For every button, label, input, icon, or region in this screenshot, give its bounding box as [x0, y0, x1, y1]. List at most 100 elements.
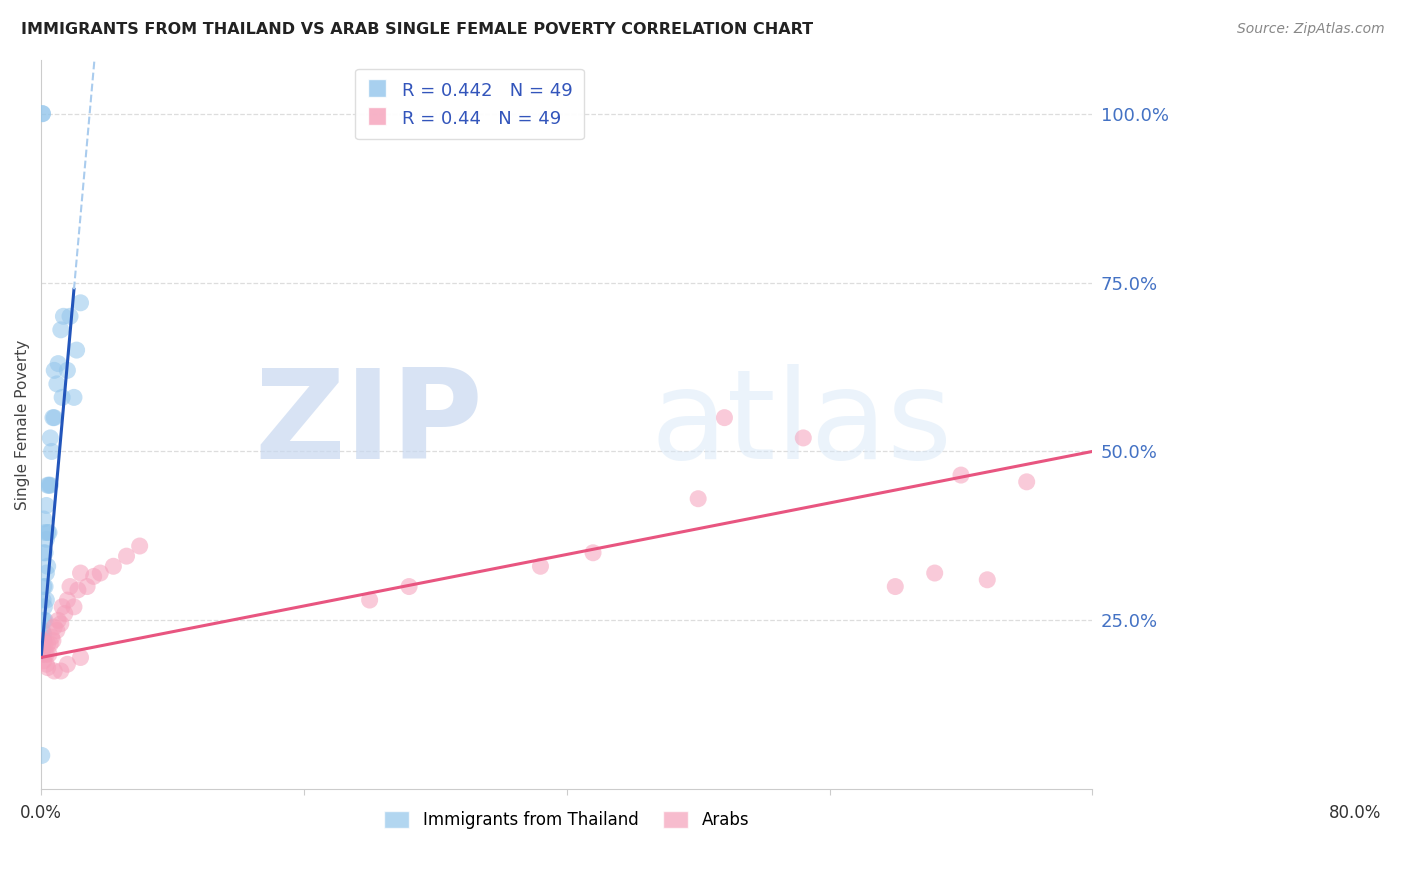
Point: [42, 410, 65, 425]
Point: [56, 363, 79, 377]
Point: [31, 637, 53, 651]
Point: [35, 499, 58, 513]
Text: 80.0%: 80.0%: [1329, 804, 1382, 822]
Point: [37, 525, 59, 540]
Point: [949, 468, 972, 483]
Point: [63, 599, 86, 614]
Point: [44, 363, 66, 377]
Point: [42, 633, 65, 648]
Point: [41, 444, 63, 458]
Point: [49, 323, 72, 337]
Point: [45, 624, 67, 638]
Point: [32, 633, 55, 648]
Point: [41, 630, 63, 644]
Point: [31, 637, 53, 651]
Point: [56, 593, 79, 607]
Point: [34, 613, 56, 627]
Point: [32, 512, 55, 526]
Point: [83, 569, 105, 583]
Point: [34, 546, 56, 560]
Point: [688, 491, 710, 506]
Point: [924, 566, 946, 580]
Text: atlas: atlas: [651, 364, 953, 485]
Point: [31, 106, 53, 120]
Point: [66, 582, 89, 597]
Point: [32, 593, 55, 607]
Point: [34, 580, 56, 594]
Point: [31, 647, 53, 661]
Point: [69, 650, 91, 665]
Legend: Immigrants from Thailand, Arabs: Immigrants from Thailand, Arabs: [378, 804, 756, 836]
Point: [31, 633, 53, 648]
Point: [65, 343, 87, 357]
Point: [884, 580, 907, 594]
Point: [31, 624, 53, 638]
Point: [38, 478, 60, 492]
Point: [35, 566, 58, 580]
Point: [1015, 475, 1038, 489]
Point: [52, 310, 75, 324]
Point: [398, 580, 420, 594]
Point: [59, 580, 82, 594]
Point: [792, 431, 814, 445]
Point: [69, 295, 91, 310]
Point: [31, 640, 53, 655]
Point: [49, 616, 72, 631]
Point: [529, 559, 551, 574]
Point: [35, 657, 58, 672]
Point: [103, 559, 125, 574]
Point: [34, 599, 56, 614]
Point: [89, 566, 111, 580]
Point: [44, 620, 66, 634]
Point: [34, 637, 56, 651]
Point: [713, 410, 735, 425]
Text: ZIP: ZIP: [254, 364, 482, 485]
Point: [37, 478, 59, 492]
Point: [59, 310, 82, 324]
Point: [32, 654, 55, 668]
Point: [32, 633, 55, 648]
Point: [37, 559, 59, 574]
Point: [51, 599, 73, 614]
Point: [128, 539, 150, 553]
Point: [31, 106, 53, 120]
Point: [31, 637, 53, 651]
Point: [35, 533, 58, 547]
Point: [582, 546, 605, 560]
Point: [34, 525, 56, 540]
Point: [31, 630, 53, 644]
Y-axis label: Single Female Poverty: Single Female Poverty: [15, 339, 30, 509]
Point: [46, 613, 69, 627]
Point: [45, 376, 67, 391]
Point: [39, 478, 62, 492]
Text: IMMIGRANTS FROM THAILAND VS ARAB SINGLE FEMALE POVERTY CORRELATION CHART: IMMIGRANTS FROM THAILAND VS ARAB SINGLE …: [21, 22, 813, 37]
Point: [35, 647, 58, 661]
Point: [44, 410, 66, 425]
Point: [51, 391, 73, 405]
Point: [53, 607, 76, 621]
Point: [44, 664, 66, 678]
Point: [32, 647, 55, 661]
Point: [35, 593, 58, 607]
Point: [38, 525, 60, 540]
Point: [31, 633, 53, 648]
Text: Source: ZipAtlas.com: Source: ZipAtlas.com: [1237, 22, 1385, 37]
Point: [37, 637, 59, 651]
Point: [39, 431, 62, 445]
Point: [38, 647, 60, 661]
Point: [69, 566, 91, 580]
Point: [32, 580, 55, 594]
Point: [76, 580, 98, 594]
Point: [49, 664, 72, 678]
Point: [115, 549, 138, 563]
Point: [37, 660, 59, 674]
Text: 0.0%: 0.0%: [20, 804, 62, 822]
Point: [39, 637, 62, 651]
Point: [31, 748, 53, 763]
Point: [976, 573, 998, 587]
Point: [46, 357, 69, 371]
Point: [359, 593, 381, 607]
Point: [56, 657, 79, 672]
Point: [31, 644, 53, 658]
Point: [63, 391, 86, 405]
